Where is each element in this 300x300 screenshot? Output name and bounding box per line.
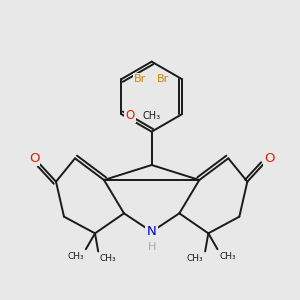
Text: CH₃: CH₃ <box>142 111 160 121</box>
Text: CH₃: CH₃ <box>68 252 84 261</box>
Text: Br: Br <box>134 74 146 83</box>
Text: CH₃: CH₃ <box>219 252 236 261</box>
Text: Br: Br <box>157 74 169 83</box>
Text: H: H <box>148 242 156 252</box>
Text: O: O <box>264 152 274 165</box>
Text: O: O <box>125 109 135 122</box>
Text: N: N <box>147 225 157 238</box>
Text: CH₃: CH₃ <box>187 254 203 263</box>
Text: CH₃: CH₃ <box>100 254 116 263</box>
Text: O: O <box>29 152 39 165</box>
